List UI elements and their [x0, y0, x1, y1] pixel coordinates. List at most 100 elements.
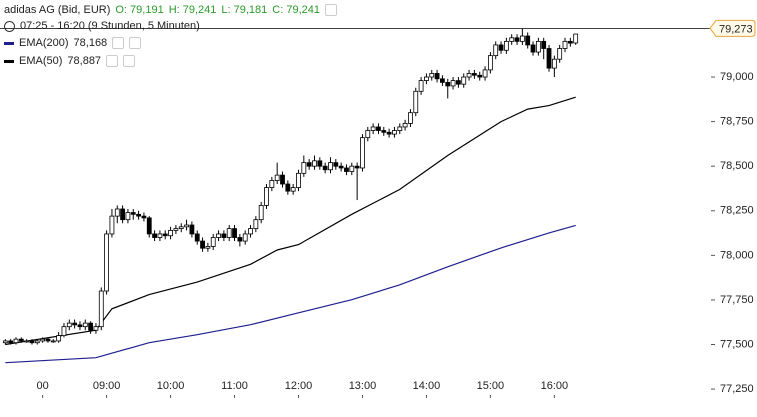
candle-body — [82, 322, 88, 328]
candle-body — [392, 130, 397, 135]
candle-body — [40, 338, 46, 342]
legend-label: EMA(50) — [19, 55, 63, 67]
candle-body — [456, 80, 461, 85]
candle-body — [338, 165, 344, 169]
candle-body — [290, 187, 296, 192]
ohlc-label: H: 79,241 — [168, 4, 217, 16]
candle-body — [130, 212, 136, 215]
clock-icon — [4, 20, 15, 32]
candle-body — [210, 237, 216, 247]
legend-entry: EMA(50) 78,887 — [4, 53, 136, 69]
candle-body — [146, 217, 152, 235]
candle-body — [370, 126, 376, 131]
candle-body — [434, 73, 440, 80]
candle-body — [498, 44, 504, 51]
candle-body — [184, 224, 189, 228]
candle-body — [525, 35, 531, 46]
close-icon[interactable] — [129, 37, 142, 49]
candle-body — [530, 44, 536, 53]
candle-body — [216, 233, 221, 238]
settings-icon[interactable] — [324, 4, 337, 16]
y-tick-label: 78,000 — [720, 249, 754, 261]
legend-swatch — [4, 59, 14, 63]
candle-body — [114, 208, 120, 217]
candle-body — [189, 224, 195, 235]
candle-body — [253, 219, 259, 230]
candle-body — [541, 40, 547, 49]
candle-body — [429, 73, 435, 78]
candle-body — [381, 130, 387, 133]
candle-body — [205, 246, 211, 249]
candle-body — [354, 165, 360, 169]
legend-main: adidas AG (Bid, EUR) O: 79,191 H: 79,241… — [4, 2, 337, 18]
candle-body — [413, 90, 419, 114]
candle-body — [77, 324, 83, 328]
candle-body — [328, 162, 333, 171]
settings-icon[interactable] — [112, 37, 125, 49]
y-tick-label: 78,250 — [720, 205, 754, 217]
legend-entry: EMA(200) 78,168 — [4, 35, 142, 51]
candle-body — [567, 40, 573, 44]
candle-body — [18, 338, 24, 342]
ema-line — [5, 224, 576, 364]
candle-body — [194, 233, 200, 242]
candle-body — [109, 215, 115, 235]
candle-body — [178, 226, 184, 230]
legend-label: EMA(200) — [19, 37, 69, 49]
candle-body — [237, 237, 243, 242]
candle-body — [226, 228, 232, 238]
candle-body — [45, 338, 51, 342]
candle-body — [418, 80, 424, 92]
x-tick-label: 15:00 — [477, 380, 505, 392]
candle-body — [98, 290, 104, 328]
candle-body — [285, 183, 291, 192]
candle-body — [557, 48, 563, 60]
ohlc-label: O: 79,191 — [115, 4, 164, 16]
candle-body — [360, 137, 365, 169]
candle-body — [461, 76, 467, 85]
close-icon[interactable] — [123, 55, 136, 67]
candle-body — [296, 172, 301, 188]
candle-body — [200, 240, 205, 249]
candle-body — [173, 228, 179, 231]
candle-body — [386, 131, 392, 135]
candle-body — [8, 340, 14, 344]
candle-body — [258, 205, 264, 221]
legend-value: 78,887 — [67, 55, 102, 67]
price-tag — [709, 19, 756, 37]
candle-body — [125, 212, 131, 221]
candle-body — [232, 228, 237, 238]
x-tick-label: 12:00 — [285, 380, 313, 392]
settings-icon[interactable] — [106, 55, 119, 67]
candle-body — [88, 322, 94, 331]
candle-body — [13, 338, 19, 344]
x-tick-label: 11:00 — [221, 380, 248, 392]
candle-body — [162, 233, 168, 237]
ohlc-label: C: 79,241 — [272, 4, 320, 16]
subtitle: 07:25 - 16:20 (9 Stunden, 5 Minuten) — [20, 20, 200, 32]
candle-body — [440, 78, 445, 83]
candle-body — [56, 335, 62, 342]
candle-body — [344, 167, 349, 172]
candle-body — [50, 340, 56, 343]
candle-body — [397, 126, 403, 131]
candle-body — [136, 213, 141, 217]
candle-body — [376, 126, 381, 131]
candle-body — [141, 215, 147, 219]
candle-body — [104, 233, 110, 292]
candle-body — [573, 33, 579, 44]
candle-body — [317, 160, 323, 167]
candle-body — [349, 165, 355, 172]
candle-body — [221, 233, 227, 238]
candle-body — [322, 165, 328, 171]
candle-body — [487, 55, 493, 71]
candle-body — [157, 233, 163, 238]
candle-body — [120, 208, 125, 221]
candle-body — [152, 233, 157, 238]
price-tag-label: 79,273 — [719, 23, 753, 35]
candle-body — [551, 58, 557, 69]
candle-body — [477, 74, 483, 78]
y-tick-label: 79,000 — [720, 71, 754, 83]
